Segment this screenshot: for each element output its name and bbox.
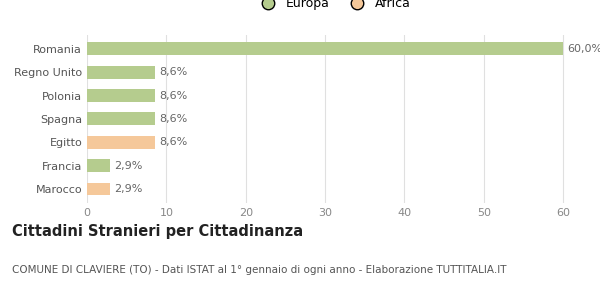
Bar <box>87 113 155 125</box>
Bar <box>87 89 155 102</box>
Legend: Europa, Africa: Europa, Africa <box>251 0 415 15</box>
Bar <box>87 42 563 55</box>
Text: 60,0%: 60,0% <box>567 44 600 54</box>
Text: 2,9%: 2,9% <box>114 184 142 194</box>
Text: 8,6%: 8,6% <box>159 67 187 77</box>
Text: 2,9%: 2,9% <box>114 161 142 171</box>
Text: COMUNE DI CLAVIERE (TO) - Dati ISTAT al 1° gennaio di ogni anno - Elaborazione T: COMUNE DI CLAVIERE (TO) - Dati ISTAT al … <box>12 264 506 275</box>
Bar <box>87 66 155 79</box>
Bar <box>87 182 110 195</box>
Bar <box>87 136 155 149</box>
Bar <box>87 159 110 172</box>
Text: Cittadini Stranieri per Cittadinanza: Cittadini Stranieri per Cittadinanza <box>12 224 303 239</box>
Text: 8,6%: 8,6% <box>159 90 187 101</box>
Text: 8,6%: 8,6% <box>159 114 187 124</box>
Text: 8,6%: 8,6% <box>159 137 187 147</box>
